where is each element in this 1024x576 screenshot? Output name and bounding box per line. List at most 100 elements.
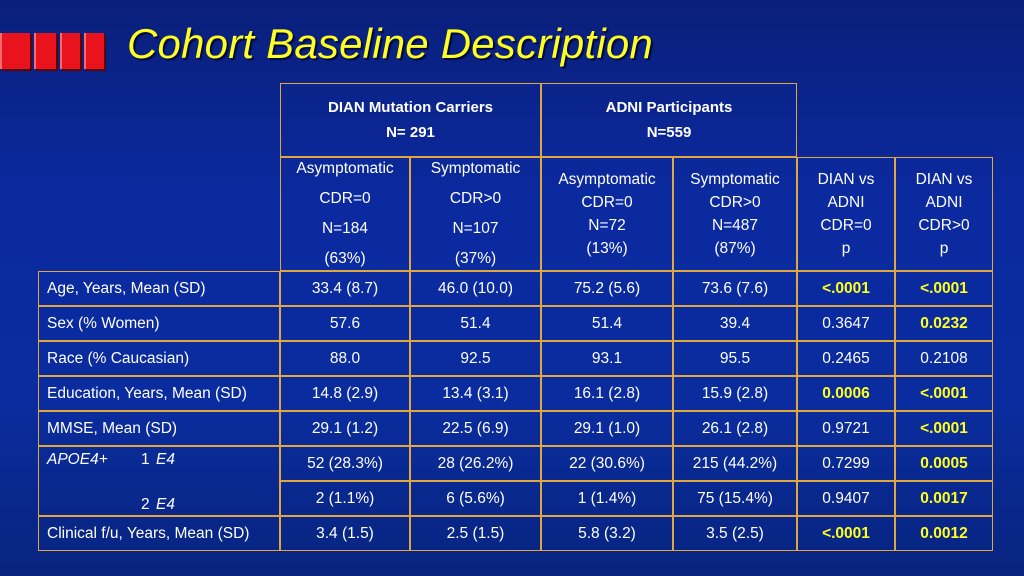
row-label: Clinical f/u, Years, Mean (SD) bbox=[38, 516, 280, 551]
table-cell: 92.5 bbox=[410, 341, 541, 376]
table-cell: 22 (30.6%) bbox=[541, 446, 673, 481]
table-cell: 5.8 (3.2) bbox=[541, 516, 673, 551]
subheader-5: DIAN vs ADNI CDR>0 p bbox=[895, 157, 993, 271]
table-cell: 95.5 bbox=[673, 341, 797, 376]
subheader-3: Symptomatic CDR>0 N=487 (87%) bbox=[673, 157, 797, 271]
table-cell: 29.1 (1.0) bbox=[541, 411, 673, 446]
table-cell: 75.2 (5.6) bbox=[541, 271, 673, 306]
subheader-line: ADNI bbox=[925, 194, 963, 211]
subheader-line: (37%) bbox=[454, 250, 497, 267]
subheader-line: CDR=0 bbox=[581, 194, 633, 211]
cell-value: 92.5 bbox=[460, 349, 491, 367]
table-cell: <.0001 bbox=[797, 271, 895, 306]
table-cell: 0.3647 bbox=[797, 306, 895, 341]
cell-value: 51.4 bbox=[460, 314, 491, 332]
table-cell: 2 (1.1%) bbox=[280, 481, 410, 516]
table-cell: 0.0005 bbox=[895, 446, 993, 481]
subheader-line: CDR>0 bbox=[709, 194, 761, 211]
subheader-0: Asymptomatic CDR=0 N=184 (63%) bbox=[280, 157, 410, 271]
table-cell: 0.0017 bbox=[895, 481, 993, 516]
subheader-line: (87%) bbox=[714, 240, 756, 257]
subheader-2: Asymptomatic CDR=0 N=72 (13%) bbox=[541, 157, 673, 271]
row-label-text: Education, Years, Mean (SD) bbox=[47, 384, 247, 402]
group-header-adni: ADNI Participants N=559 bbox=[541, 83, 797, 157]
cell-value: 13.4 (3.1) bbox=[442, 384, 509, 402]
table-cell: 215 (44.2%) bbox=[673, 446, 797, 481]
table-cell: 26.1 (2.8) bbox=[673, 411, 797, 446]
group-header-dian: DIAN Mutation Carriers N= 291 bbox=[280, 83, 541, 157]
cell-value: 22 (30.6%) bbox=[569, 454, 645, 472]
subheader-line: (63%) bbox=[324, 250, 366, 267]
cell-value: 29.1 (1.0) bbox=[573, 419, 641, 437]
table-cell: 39.4 bbox=[673, 306, 797, 341]
cell-value: 5.8 (3.2) bbox=[578, 524, 636, 542]
table-cell: 0.9721 bbox=[797, 411, 895, 446]
subheader-line: p bbox=[939, 240, 949, 257]
subheader-line: CDR>0 bbox=[918, 217, 970, 234]
table-cell: 93.1 bbox=[541, 341, 673, 376]
row-label-text: Age, Years, Mean (SD) bbox=[47, 279, 206, 297]
subheader-line: N=487 bbox=[711, 217, 759, 234]
cell-value: 15.9 (2.8) bbox=[701, 384, 769, 402]
table-cell: 16.1 (2.8) bbox=[541, 376, 673, 411]
subheader-line: Symptomatic bbox=[690, 171, 780, 188]
subheader-line: N=184 bbox=[321, 220, 369, 237]
cell-value: 88.0 bbox=[329, 349, 361, 367]
cell-value: 3.4 (1.5) bbox=[316, 524, 374, 542]
cell-value: 0.3647 bbox=[822, 314, 870, 332]
table-cell: 29.1 (1.2) bbox=[280, 411, 410, 446]
cell-value: 39.4 bbox=[719, 314, 751, 332]
subheader-line: CDR=0 bbox=[820, 217, 872, 234]
table-cell: 0.2465 bbox=[797, 341, 895, 376]
subheader-line: Asymptomatic bbox=[558, 171, 656, 188]
cell-value: 0.0232 bbox=[920, 314, 968, 332]
subheader-line: N=72 bbox=[588, 217, 626, 234]
table-cell: 28 (26.2%) bbox=[410, 446, 541, 481]
row-label: Education, Years, Mean (SD) bbox=[38, 376, 280, 411]
group-count: N=559 bbox=[646, 124, 692, 141]
apoe4-one-allele: 1 bbox=[141, 451, 150, 468]
cell-value: 22.5 (6.9) bbox=[442, 419, 509, 437]
subheader-line: Asymptomatic bbox=[296, 160, 394, 177]
cell-value: 6 (5.6%) bbox=[446, 489, 505, 507]
cell-value: 3.5 (2.5) bbox=[706, 524, 764, 542]
table-cell: 13.4 (3.1) bbox=[410, 376, 541, 411]
cell-value: 0.9407 bbox=[822, 489, 870, 507]
table-cell: 57.6 bbox=[280, 306, 410, 341]
cell-value: <.0001 bbox=[920, 384, 968, 402]
cell-value: 215 (44.2%) bbox=[692, 454, 778, 472]
cell-value: 0.0005 bbox=[920, 454, 968, 472]
table-cell: 52 (28.3%) bbox=[280, 446, 410, 481]
table-cell: <.0001 bbox=[797, 516, 895, 551]
cell-value: <.0001 bbox=[822, 524, 870, 542]
table-cell: 88.0 bbox=[280, 341, 410, 376]
table-cell: 33.4 (8.7) bbox=[280, 271, 410, 306]
table-cell: 51.4 bbox=[410, 306, 541, 341]
cell-value: 0.7299 bbox=[822, 454, 870, 472]
subheader-line: (13%) bbox=[586, 240, 628, 257]
table-cell: 0.9407 bbox=[797, 481, 895, 516]
cell-value: 2 (1.1%) bbox=[315, 489, 375, 507]
cell-value: 75 (15.4%) bbox=[697, 489, 773, 507]
page-title: Cohort Baseline Description bbox=[127, 20, 653, 67]
row-label-apoe4: APOE4+ 1 E4 2 E4 bbox=[38, 446, 280, 516]
table-cell: 73.6 (7.6) bbox=[673, 271, 797, 306]
cell-value: 0.2108 bbox=[920, 349, 968, 367]
subheader-1: Symptomatic CDR>0 N=107 (37%) bbox=[410, 157, 541, 271]
cell-value: 0.0006 bbox=[822, 384, 870, 402]
cell-value: 2.5 (1.5) bbox=[446, 524, 505, 542]
group-name: ADNI Participants bbox=[605, 99, 733, 116]
table-cell: <.0001 bbox=[895, 271, 993, 306]
subheader-line: Symptomatic bbox=[430, 160, 521, 177]
row-label: Race (% Caucasian) bbox=[38, 341, 280, 376]
subheader-line: p bbox=[841, 240, 851, 257]
table-cell: 0.0232 bbox=[895, 306, 993, 341]
subheader-line: DIAN vs bbox=[817, 171, 875, 188]
cell-value: 26.1 (2.8) bbox=[701, 419, 769, 437]
table-cell: 2.5 (1.5) bbox=[410, 516, 541, 551]
table-cell: 3.5 (2.5) bbox=[673, 516, 797, 551]
row-label: Sex (% Women) bbox=[38, 306, 280, 341]
cell-value: 73.6 (7.6) bbox=[701, 279, 769, 297]
apoe4-allele: E4 bbox=[156, 451, 175, 468]
table-cell: <.0001 bbox=[895, 376, 993, 411]
